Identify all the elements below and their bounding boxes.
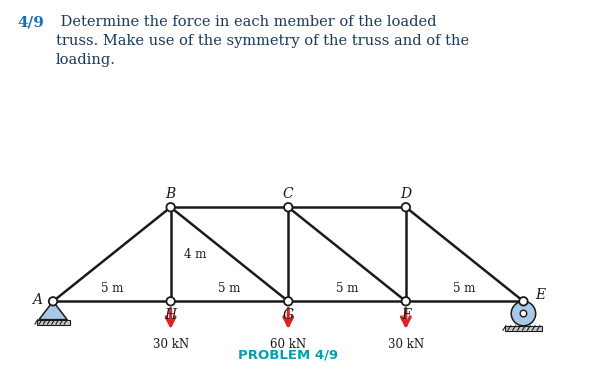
Text: D: D — [400, 187, 412, 201]
Circle shape — [519, 297, 527, 306]
Text: Determine the force in each member of the loaded
truss. Make use of the symmetry: Determine the force in each member of th… — [56, 15, 469, 67]
Circle shape — [49, 297, 57, 306]
Text: B: B — [166, 187, 176, 201]
Text: C: C — [283, 187, 293, 201]
Text: 30 kN: 30 kN — [388, 338, 424, 351]
Polygon shape — [37, 320, 70, 325]
Text: 30 kN: 30 kN — [152, 338, 189, 351]
Text: PROBLEM 4/9: PROBLEM 4/9 — [238, 348, 338, 361]
Circle shape — [511, 301, 536, 326]
Polygon shape — [505, 326, 542, 331]
Circle shape — [401, 297, 410, 306]
Circle shape — [284, 297, 292, 306]
Text: 5 m: 5 m — [336, 282, 358, 295]
Text: H: H — [164, 308, 177, 322]
Circle shape — [284, 203, 292, 211]
Text: E: E — [535, 288, 545, 303]
Text: 5 m: 5 m — [101, 282, 123, 295]
Polygon shape — [39, 301, 67, 320]
Text: 5 m: 5 m — [218, 282, 241, 295]
Text: F: F — [401, 308, 410, 322]
Text: 4/9: 4/9 — [18, 15, 44, 29]
Circle shape — [166, 203, 175, 211]
Text: G: G — [283, 308, 294, 322]
Circle shape — [520, 310, 527, 317]
Text: 60 kN: 60 kN — [270, 338, 307, 351]
Circle shape — [401, 203, 410, 211]
Text: 5 m: 5 m — [454, 282, 476, 295]
Text: A: A — [32, 293, 43, 307]
Circle shape — [166, 297, 175, 306]
Text: 4 m: 4 m — [184, 248, 206, 261]
